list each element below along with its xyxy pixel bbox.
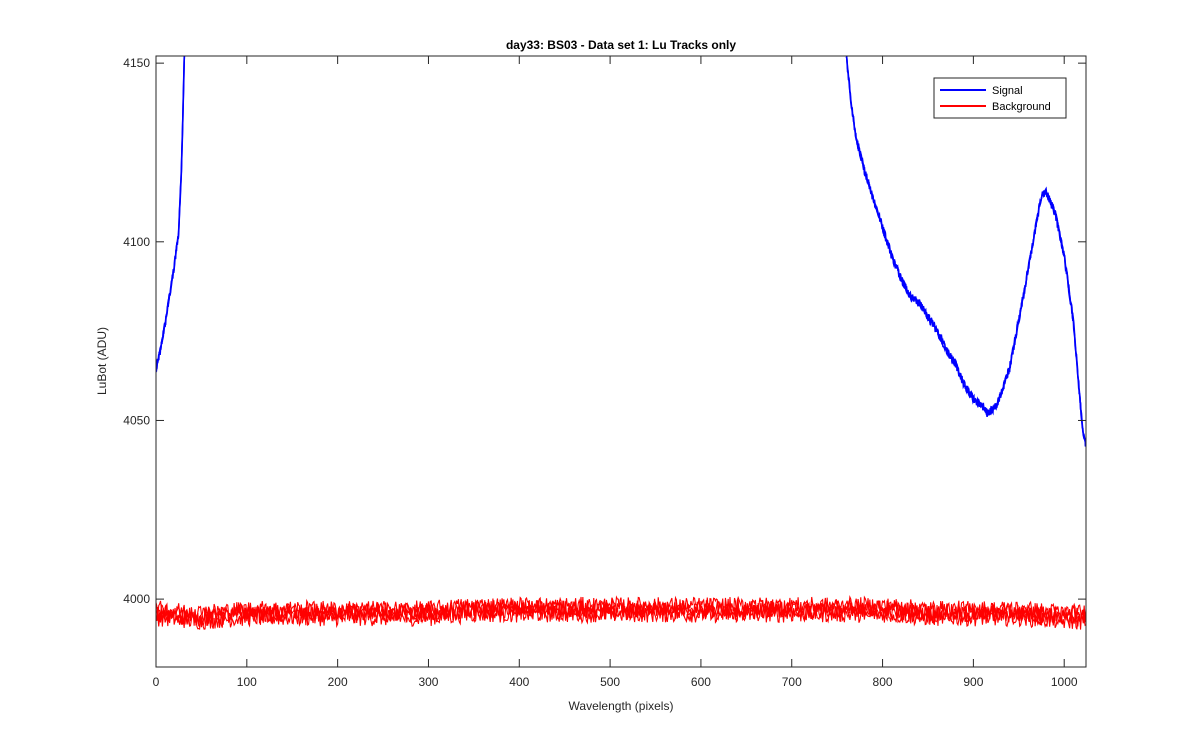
- y-tick-label: 4150: [123, 56, 150, 70]
- signal-line-segment-1: [156, 56, 186, 373]
- plot-background: [156, 56, 1086, 667]
- y-tick-label: 4000: [123, 592, 150, 606]
- signal-line-segment-2: [845, 56, 1086, 447]
- plot-frame: [155, 55, 1087, 668]
- x-tick-label: 0: [153, 675, 160, 689]
- x-tick-label: 100: [237, 675, 257, 689]
- x-tick-label: 600: [691, 675, 711, 689]
- x-tick-label: 200: [328, 675, 348, 689]
- x-axis-label: Wavelength (pixels): [569, 699, 674, 713]
- x-tick-label: 500: [600, 675, 620, 689]
- legend-label-signal: Signal: [992, 85, 1023, 97]
- legend-box: [933, 77, 1067, 119]
- y-tick-label: 4100: [123, 235, 150, 249]
- legend-label-background: Background: [992, 101, 1051, 113]
- legend[interactable]: Signal Background: [933, 77, 1067, 119]
- chart-title: day33: BS03 - Data set 1: Lu Tracks only: [506, 38, 736, 52]
- plot-area: 0 100 200 300 400 500 600 700 800 900 1000 4000 4050…: [123, 55, 1087, 689]
- x-tick-label: 300: [418, 675, 438, 689]
- ticks-layer: 0 100 200 300 400 500 600 700 800 900 1000 4000 4050…: [123, 56, 1086, 689]
- y-axis-label: LuBot (ADU): [95, 327, 109, 395]
- x-tick-label: 700: [782, 675, 802, 689]
- x-tick-label: 400: [509, 675, 529, 689]
- background-line-4: [156, 594, 1086, 623]
- series-layer: [156, 56, 1086, 630]
- x-tick-label: 800: [873, 675, 893, 689]
- x-tick-label: 900: [963, 675, 983, 689]
- y-tick-label: 4050: [123, 413, 150, 427]
- x-tick-label: 1000: [1051, 675, 1078, 689]
